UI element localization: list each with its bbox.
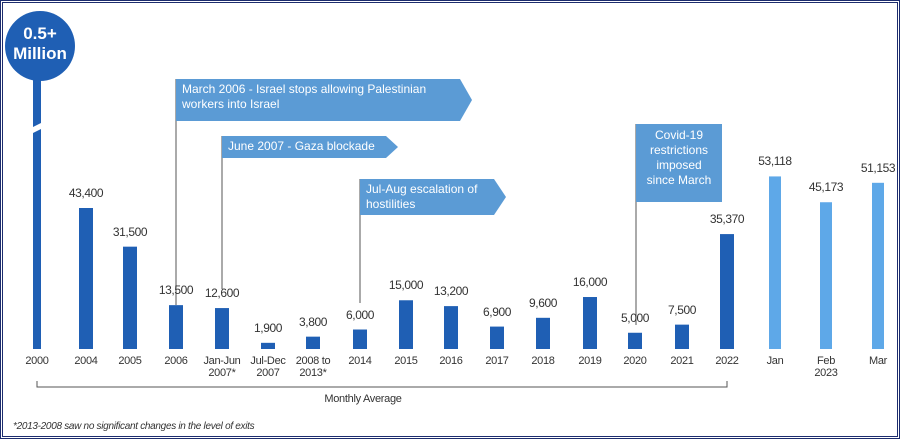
x-tick-label: 2021	[670, 355, 694, 367]
bar	[490, 326, 504, 349]
x-tick-label: 2022	[715, 355, 739, 367]
x-tick-label: 2017	[485, 355, 509, 367]
bar	[169, 305, 183, 349]
bar	[720, 234, 734, 349]
bar	[306, 336, 320, 349]
annotation: Jul-Aug escalation of hostilities	[360, 179, 506, 215]
value-label: 7,500	[667, 302, 697, 317]
bracket-label: Monthly Average	[324, 393, 402, 405]
chart	[25, 63, 884, 388]
value-label: 31,500	[112, 224, 148, 239]
axis-break	[25, 119, 49, 137]
x-tick-label: 2019	[578, 355, 602, 367]
value-label: 5,000	[620, 310, 650, 325]
x-tick-label: 2014	[348, 355, 372, 367]
value-label: 53,118	[758, 154, 792, 169]
x-tick-label: 2005	[118, 355, 142, 367]
annotation: Covid-19 restrictions imposed since Marc…	[636, 124, 722, 202]
x-tick-label: Jan-Jun 2007*	[203, 355, 241, 379]
footnote: *2013-2008 saw no significant changes in…	[13, 421, 255, 432]
value-label: 15,000	[388, 278, 424, 293]
bar	[79, 208, 93, 349]
value-label: 6,900	[482, 304, 512, 319]
bar	[353, 329, 367, 349]
value-label: 3,800	[298, 314, 328, 329]
x-tick-label: 2000	[25, 355, 49, 367]
annotation: March 2006 - Israel stops allowing Pales…	[176, 79, 472, 121]
value-label: 16,000	[572, 275, 608, 290]
bar	[872, 182, 884, 349]
value-label: 12,600	[204, 286, 240, 301]
bar	[628, 332, 642, 349]
bar	[33, 63, 41, 349]
value-label: 13,500	[158, 283, 194, 298]
value-label: 43,400	[68, 186, 104, 200]
annotation: June 2007 - Gaza blockade	[222, 136, 398, 158]
bar	[123, 246, 137, 349]
bar	[399, 300, 413, 349]
bar	[675, 324, 689, 349]
x-tick-label: Jul-Dec 2007	[250, 355, 286, 379]
value-label: 51,153	[860, 160, 896, 175]
bar	[261, 342, 275, 349]
value-label: 45,173	[808, 180, 844, 195]
x-tick-label: 2008 to 2013*	[295, 355, 331, 379]
value-label: 0.5+ Million	[5, 11, 75, 81]
value-label: 1,900	[253, 320, 283, 335]
bar	[215, 308, 229, 349]
x-tick-label: 2016	[439, 355, 463, 367]
x-tick-label: Jan	[766, 355, 784, 367]
bar	[820, 202, 832, 349]
x-tick-label: 2006	[164, 355, 188, 367]
x-tick-label: 2015	[394, 355, 418, 367]
x-tick-label: Feb 2023	[814, 355, 838, 379]
x-tick-label: 2004	[74, 355, 98, 367]
bar	[444, 306, 458, 349]
bracket	[36, 381, 728, 388]
x-tick-label: 2018	[531, 355, 555, 367]
bar	[536, 317, 550, 349]
value-label: 6,000	[345, 307, 375, 322]
value-label: 35,370	[709, 212, 745, 227]
value-label: 13,200	[433, 284, 469, 299]
x-tick-label: Mar	[868, 355, 888, 367]
x-tick-label: 2020	[623, 355, 647, 367]
bar	[769, 176, 781, 349]
bar	[583, 297, 597, 349]
value-label: 9,600	[528, 295, 558, 310]
